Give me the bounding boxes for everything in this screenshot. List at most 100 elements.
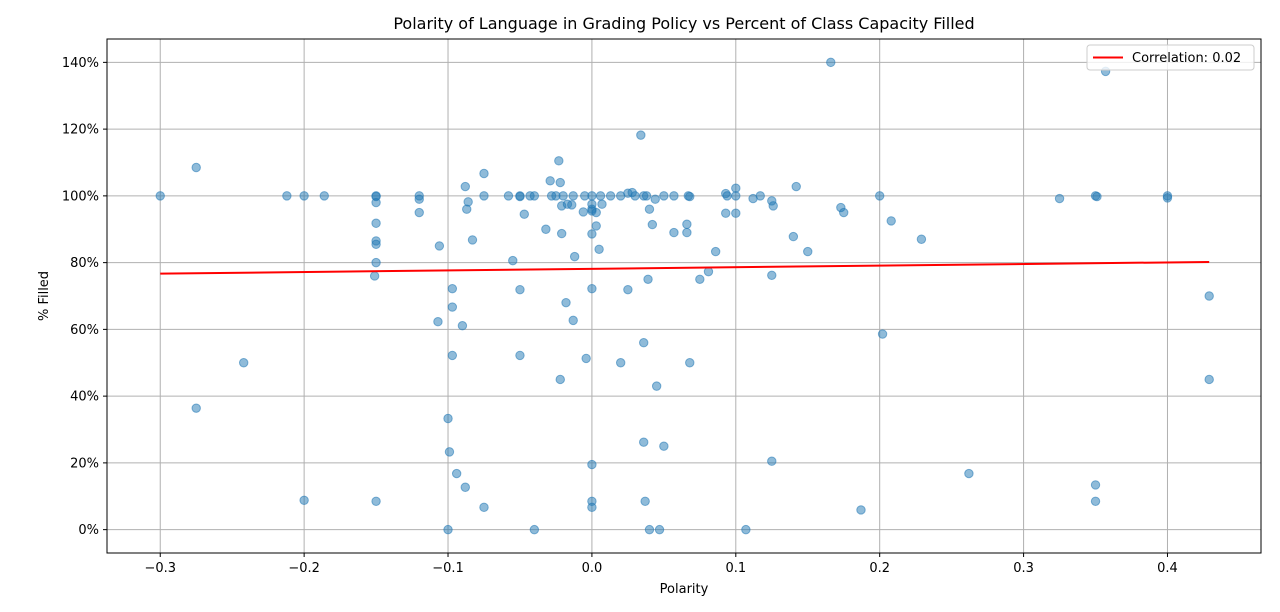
data-point xyxy=(1204,291,1214,301)
data-point xyxy=(558,191,568,201)
data-point xyxy=(659,191,669,201)
data-point xyxy=(641,191,652,201)
data-point xyxy=(791,181,801,192)
data-point xyxy=(555,177,565,188)
data-point xyxy=(685,191,695,202)
data-point xyxy=(568,191,578,201)
data-point xyxy=(722,191,732,201)
x-tick-label: 0.2 xyxy=(869,561,890,576)
data-point xyxy=(371,218,381,228)
data-point xyxy=(685,358,695,368)
data-point xyxy=(682,227,692,238)
data-point xyxy=(721,208,731,218)
data-point xyxy=(767,456,777,466)
data-point xyxy=(479,502,489,512)
data-point xyxy=(803,246,813,257)
data-point xyxy=(371,197,381,208)
data-point xyxy=(767,270,777,281)
y-axis-ticks: 0% 20% 40% 60% 80% 100% 120% 140% xyxy=(62,56,107,538)
data-point xyxy=(460,181,470,192)
x-tick-label: −0.2 xyxy=(288,561,320,576)
data-point xyxy=(651,381,662,391)
y-tick-label: 100% xyxy=(62,189,99,204)
data-point xyxy=(443,524,453,535)
data-point xyxy=(581,353,591,364)
data-point xyxy=(874,191,885,201)
data-point xyxy=(463,197,473,207)
data-point xyxy=(597,199,607,209)
data-point xyxy=(1090,496,1101,506)
data-point xyxy=(1162,193,1173,203)
data-point xyxy=(768,201,778,211)
data-point xyxy=(916,234,927,244)
x-tick-label: 0.0 xyxy=(582,561,603,576)
data-point xyxy=(299,191,309,201)
data-point xyxy=(644,524,655,535)
x-tick-label: 0.1 xyxy=(725,561,746,576)
data-point xyxy=(155,191,165,201)
data-point xyxy=(369,271,380,281)
y-tick-label: 80% xyxy=(70,256,99,271)
legend-box xyxy=(1086,44,1255,71)
data-point xyxy=(741,524,751,535)
data-point xyxy=(515,284,525,295)
data-point xyxy=(1090,480,1101,490)
y-axis-label: % Filled xyxy=(37,271,52,321)
data-point xyxy=(191,162,201,173)
data-point xyxy=(545,176,555,186)
y-tick-label: 40% xyxy=(70,390,99,405)
data-point xyxy=(1204,374,1214,385)
x-tick-label: −0.1 xyxy=(432,561,464,576)
data-point xyxy=(659,441,669,451)
data-point xyxy=(578,207,588,217)
data-point xyxy=(371,496,381,506)
data-point xyxy=(319,191,329,201)
data-point xyxy=(710,246,721,257)
data-point xyxy=(587,283,597,294)
data-point xyxy=(644,204,655,214)
y-tick-label: 0% xyxy=(78,523,99,538)
data-point xyxy=(414,207,424,218)
data-point xyxy=(788,231,799,242)
data-point xyxy=(886,216,896,226)
data-point xyxy=(443,413,453,424)
data-point xyxy=(615,358,626,368)
data-point xyxy=(503,191,514,201)
y-tick-label: 120% xyxy=(62,123,99,138)
data-point xyxy=(591,207,601,218)
data-point xyxy=(826,57,836,68)
data-point xyxy=(299,495,309,505)
data-point xyxy=(682,219,692,229)
data-point xyxy=(591,221,601,231)
data-point xyxy=(755,191,765,201)
data-point xyxy=(447,283,458,294)
data-point xyxy=(556,228,567,239)
data-point xyxy=(479,168,489,179)
data-point xyxy=(561,297,571,308)
trend-line xyxy=(160,260,1210,275)
data-point xyxy=(731,183,741,193)
data-point xyxy=(238,358,249,368)
data-point xyxy=(640,496,650,506)
chart-title: Polarity of Language in Grading Policy v… xyxy=(393,14,974,33)
data-point xyxy=(529,524,540,535)
y-tick-label: 60% xyxy=(70,323,99,338)
data-point xyxy=(587,459,597,470)
data-point xyxy=(587,191,597,201)
data-point xyxy=(541,224,551,234)
data-point xyxy=(669,191,679,201)
data-point xyxy=(639,338,649,348)
data-point xyxy=(703,266,714,277)
data-point xyxy=(731,191,741,201)
data-point xyxy=(519,209,529,219)
data-point xyxy=(529,191,540,201)
data-point xyxy=(414,194,424,204)
y-tick-label: 20% xyxy=(70,456,99,471)
data-point xyxy=(1054,193,1065,204)
data-point xyxy=(669,227,679,238)
data-point xyxy=(595,191,606,201)
data-point xyxy=(964,468,974,479)
data-point xyxy=(447,302,458,312)
data-point xyxy=(623,284,633,295)
